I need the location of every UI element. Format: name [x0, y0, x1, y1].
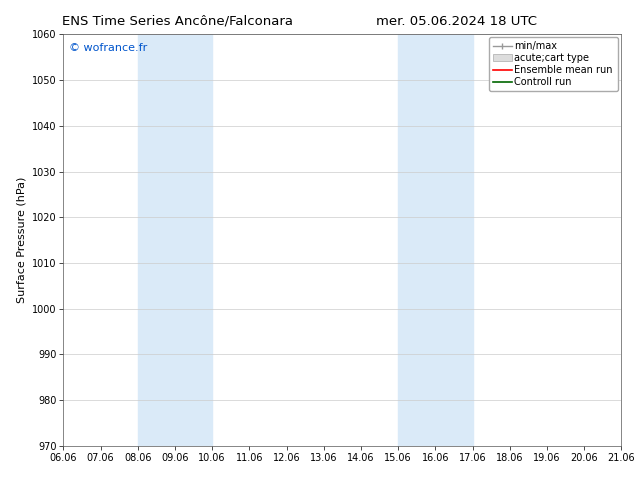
Bar	[398, 34, 472, 446]
Legend: min/max, acute;cart type, Ensemble mean run, Controll run: min/max, acute;cart type, Ensemble mean …	[489, 37, 618, 91]
Text: ENS Time Series Ancône/Falconara: ENS Time Series Ancône/Falconara	[62, 15, 293, 28]
Text: mer. 05.06.2024 18 UTC: mer. 05.06.2024 18 UTC	[376, 15, 537, 28]
Text: © wofrance.fr: © wofrance.fr	[69, 43, 147, 52]
Y-axis label: Surface Pressure (hPa): Surface Pressure (hPa)	[16, 177, 26, 303]
Bar	[138, 34, 212, 446]
